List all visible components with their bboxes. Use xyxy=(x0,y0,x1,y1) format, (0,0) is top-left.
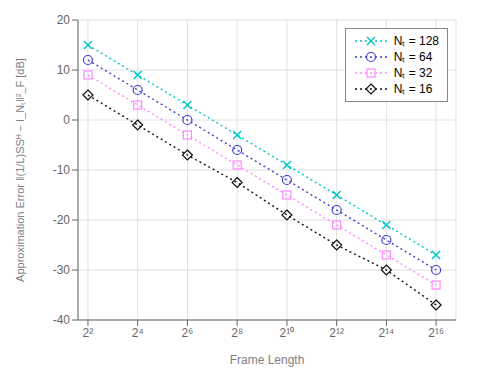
svg-text:2⁶: 2⁶ xyxy=(182,326,194,340)
svg-text:2¹⁶: 2¹⁶ xyxy=(428,326,444,340)
svg-text:2²: 2² xyxy=(83,326,94,340)
html-text:Nₜ = 16: Nₜ = 16 xyxy=(393,82,433,96)
svg-text:2¹²: 2¹² xyxy=(329,326,344,340)
svg-text:Approximation Error ‖(1/L)SSᴴ: Approximation Error ‖(1/L)SSᴴ − I_Nₜ‖²_F… xyxy=(14,58,26,282)
svg-text:-30: -30 xyxy=(53,263,71,277)
svg-text:Frame Length: Frame Length xyxy=(230,353,305,367)
svg-text:20: 20 xyxy=(57,13,71,27)
html-text:Nₜ = 32: Nₜ = 32 xyxy=(393,66,433,80)
svg-text:-10: -10 xyxy=(53,163,71,177)
html-text:Nₜ = 128: Nₜ = 128 xyxy=(393,34,439,48)
svg-text:-20: -20 xyxy=(53,213,71,227)
svg-text:0: 0 xyxy=(63,113,70,127)
svg-text:2¹⁴: 2¹⁴ xyxy=(378,326,394,340)
html-text:Nₜ = 64: Nₜ = 64 xyxy=(393,50,433,64)
svg-text:2¹⁰: 2¹⁰ xyxy=(280,326,295,340)
svg-text:-40: -40 xyxy=(53,313,71,327)
svg-text:2⁸: 2⁸ xyxy=(231,326,243,340)
svg-text:10: 10 xyxy=(57,63,71,77)
svg-text:2⁴: 2⁴ xyxy=(132,326,144,340)
